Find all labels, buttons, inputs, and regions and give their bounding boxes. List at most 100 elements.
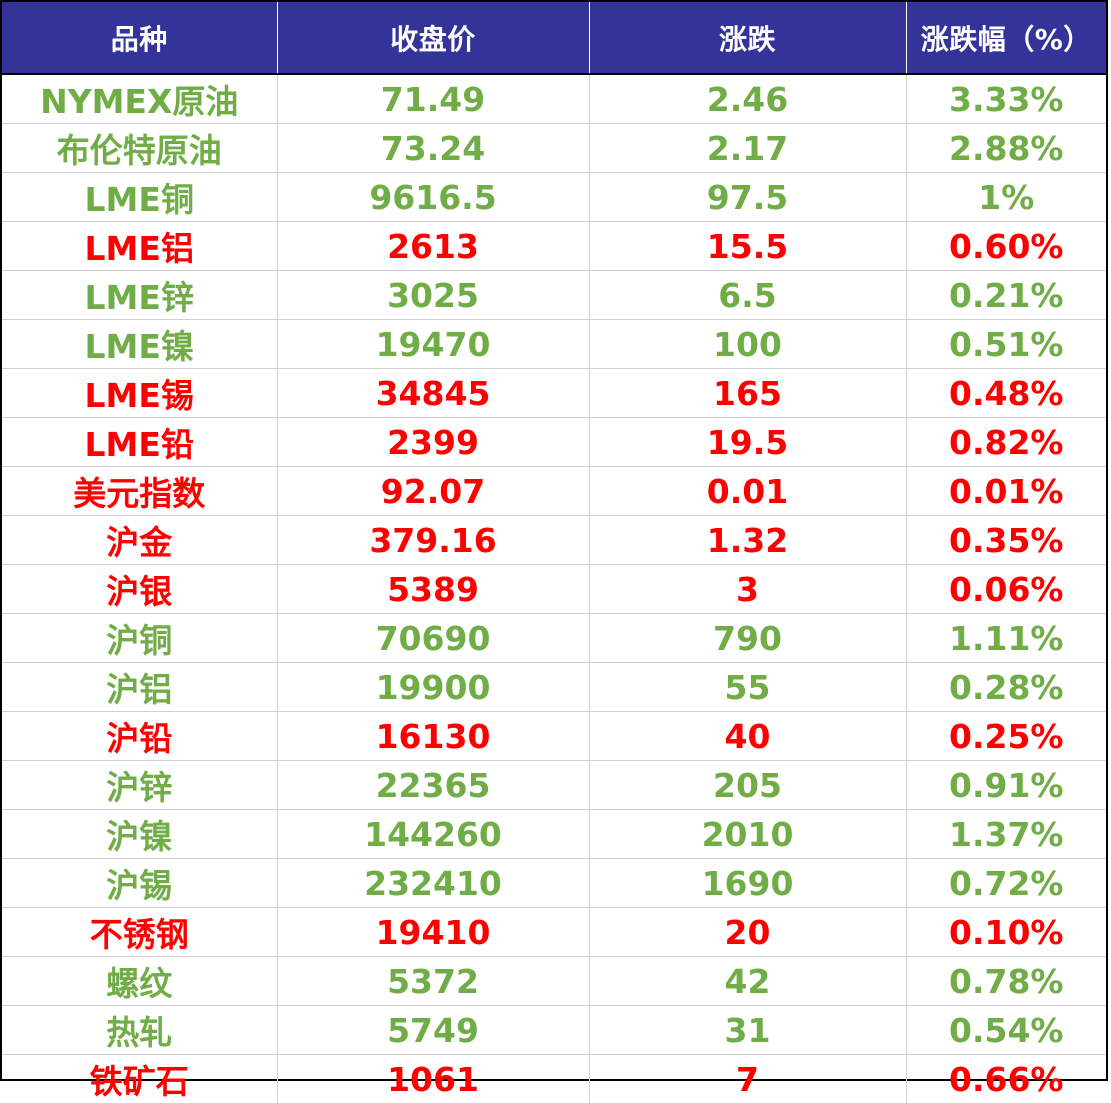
cell-close-price: 70690 (277, 614, 589, 663)
cell-variety: 沪铝 (2, 663, 277, 712)
cell-variety: 沪金 (2, 516, 277, 565)
cell-change: 205 (589, 761, 906, 810)
cell-close-price: 16130 (277, 712, 589, 761)
cell-change: 790 (589, 614, 906, 663)
cell-close-price: 2613 (277, 222, 589, 271)
cell-change: 2010 (589, 810, 906, 859)
cell-change-pct: 0.10% (906, 908, 1106, 957)
cell-change-pct: 0.21% (906, 271, 1106, 320)
cell-change-pct: 0.72% (906, 859, 1106, 908)
cell-change-pct: 0.51% (906, 320, 1106, 369)
cell-close-price: 1061 (277, 1055, 589, 1103)
cell-change: 31 (589, 1006, 906, 1055)
cell-close-price: 71.49 (277, 74, 589, 124)
cell-change-pct: 0.54% (906, 1006, 1106, 1055)
cell-close-price: 5389 (277, 565, 589, 614)
cell-variety: 美元指数 (2, 467, 277, 516)
cell-variety: 不锈钢 (2, 908, 277, 957)
cell-variety: 热轧 (2, 1006, 277, 1055)
cell-change-pct: 0.91% (906, 761, 1106, 810)
cell-change-pct: 0.60% (906, 222, 1106, 271)
cell-change-pct: 0.48% (906, 369, 1106, 418)
cell-close-price: 379.16 (277, 516, 589, 565)
cell-change: 2.46 (589, 74, 906, 124)
cell-change: 97.5 (589, 173, 906, 222)
cell-change-pct: 0.01% (906, 467, 1106, 516)
cell-change: 100 (589, 320, 906, 369)
cell-change: 19.5 (589, 418, 906, 467)
cell-variety: 沪铜 (2, 614, 277, 663)
cell-variety: 沪锡 (2, 859, 277, 908)
cell-variety: LME镍 (2, 320, 277, 369)
cell-variety: 沪铅 (2, 712, 277, 761)
cell-variety: 沪银 (2, 565, 277, 614)
cell-close-price: 3025 (277, 271, 589, 320)
cell-change: 0.01 (589, 467, 906, 516)
cell-variety: 铁矿石 (2, 1055, 277, 1103)
cell-close-price: 73.24 (277, 124, 589, 173)
cell-change-pct: 0.06% (906, 565, 1106, 614)
cell-variety: LME锡 (2, 369, 277, 418)
cell-change-pct: 2.88% (906, 124, 1106, 173)
cell-change: 1690 (589, 859, 906, 908)
cell-change-pct: 0.78% (906, 957, 1106, 1006)
header-change: 涨跌 (589, 2, 906, 74)
cell-change-pct: 1% (906, 173, 1106, 222)
cell-close-price: 144260 (277, 810, 589, 859)
cell-change-pct: 0.25% (906, 712, 1106, 761)
cell-close-price: 34845 (277, 369, 589, 418)
cell-close-price: 232410 (277, 859, 589, 908)
cell-close-price: 19470 (277, 320, 589, 369)
cell-change: 40 (589, 712, 906, 761)
cell-close-price: 22365 (277, 761, 589, 810)
header-change-pct: 涨跌幅（%） (906, 2, 1106, 74)
cell-change: 3 (589, 565, 906, 614)
cell-close-price: 19900 (277, 663, 589, 712)
cell-change: 6.5 (589, 271, 906, 320)
cell-variety: 布伦特原油 (2, 124, 277, 173)
cell-change-pct: 0.82% (906, 418, 1106, 467)
cell-change-pct: 0.28% (906, 663, 1106, 712)
cell-close-price: 9616.5 (277, 173, 589, 222)
header-row: 品种 收盘价 涨跌 涨跌幅（%） (2, 2, 1106, 74)
cell-variety: LME铝 (2, 222, 277, 271)
cell-variety: LME铅 (2, 418, 277, 467)
cell-close-price: 19410 (277, 908, 589, 957)
cell-change-pct: 0.35% (906, 516, 1106, 565)
cell-change-pct: 3.33% (906, 74, 1106, 124)
cell-close-price: 2399 (277, 418, 589, 467)
cell-change-pct: 0.66% (906, 1055, 1106, 1103)
cell-variety: LME锌 (2, 271, 277, 320)
cell-change: 2.17 (589, 124, 906, 173)
cell-change: 20 (589, 908, 906, 957)
cell-change: 42 (589, 957, 906, 1006)
cell-change: 1.32 (589, 516, 906, 565)
header-close-price: 收盘价 (277, 2, 589, 74)
cell-change-pct: 1.37% (906, 810, 1106, 859)
table-header: 品种 收盘价 涨跌 涨跌幅（%） (2, 2, 1106, 74)
cell-variety: 沪镍 (2, 810, 277, 859)
cell-change: 15.5 (589, 222, 906, 271)
cell-variety: NYMEX原油 (2, 74, 277, 124)
header-variety: 品种 (2, 2, 277, 74)
cell-change: 55 (589, 663, 906, 712)
cell-variety: 螺纹 (2, 957, 277, 1006)
